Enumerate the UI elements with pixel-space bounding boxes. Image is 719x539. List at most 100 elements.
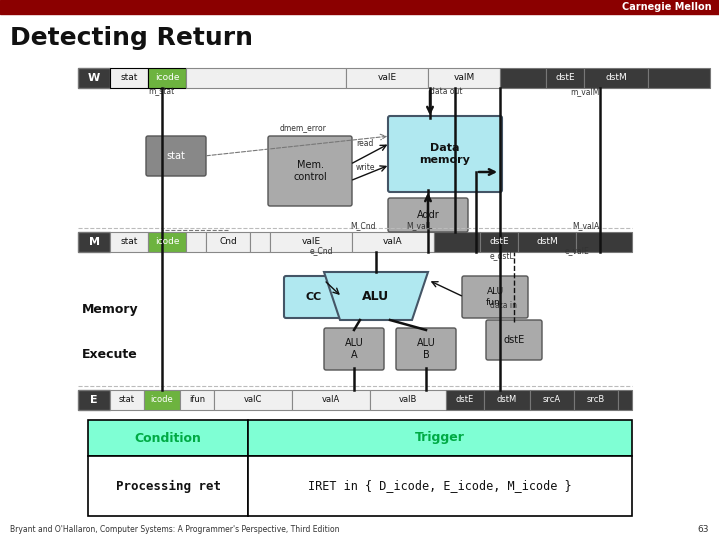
FancyBboxPatch shape: [110, 390, 144, 410]
Text: dstM: dstM: [536, 238, 558, 246]
Text: stat: stat: [167, 151, 186, 161]
Text: Data
memory: Data memory: [420, 143, 470, 165]
Text: ALU
fun.: ALU fun.: [486, 287, 504, 307]
FancyBboxPatch shape: [250, 232, 270, 252]
Text: dstE: dstE: [503, 335, 525, 345]
Text: m_valM: m_valM: [570, 87, 600, 96]
Text: Condition: Condition: [134, 432, 201, 445]
Text: valM: valM: [454, 73, 475, 82]
Text: Cnd: Cnd: [219, 238, 237, 246]
FancyBboxPatch shape: [428, 68, 500, 88]
Text: Processing ret: Processing ret: [116, 480, 221, 493]
Text: write: write: [356, 163, 375, 172]
Text: Trigger: Trigger: [415, 432, 465, 445]
FancyBboxPatch shape: [446, 390, 484, 410]
Text: Memory: Memory: [82, 303, 139, 316]
FancyBboxPatch shape: [186, 68, 346, 88]
Text: Bryant and O'Hallaron, Computer Systems: A Programmer's Perspective, Third Editi: Bryant and O'Hallaron, Computer Systems:…: [10, 526, 339, 535]
Text: valA: valA: [322, 396, 340, 404]
FancyBboxPatch shape: [78, 232, 110, 252]
Text: 63: 63: [697, 526, 709, 535]
Text: Detecting Return: Detecting Return: [10, 26, 253, 50]
Text: ALU
B: ALU B: [416, 338, 436, 360]
FancyBboxPatch shape: [88, 456, 248, 516]
Text: dstM: dstM: [605, 73, 627, 82]
Text: CC: CC: [306, 292, 322, 302]
Polygon shape: [324, 272, 428, 320]
FancyBboxPatch shape: [576, 232, 632, 252]
Text: E: E: [90, 395, 98, 405]
Text: icode: icode: [150, 396, 173, 404]
FancyBboxPatch shape: [88, 420, 248, 456]
FancyBboxPatch shape: [352, 232, 434, 252]
FancyBboxPatch shape: [388, 198, 468, 232]
FancyBboxPatch shape: [324, 328, 384, 370]
Text: Carnegie Mellon: Carnegie Mellon: [623, 2, 712, 12]
FancyBboxPatch shape: [110, 232, 148, 252]
Text: m_stat: m_stat: [148, 87, 174, 96]
FancyBboxPatch shape: [144, 390, 180, 410]
Text: stat: stat: [120, 73, 137, 82]
FancyBboxPatch shape: [484, 390, 530, 410]
FancyBboxPatch shape: [78, 390, 110, 410]
Text: M_valA: M_valA: [572, 221, 599, 230]
Text: dstE: dstE: [555, 73, 574, 82]
Text: dmem_error: dmem_error: [280, 123, 327, 132]
FancyBboxPatch shape: [148, 232, 186, 252]
FancyBboxPatch shape: [486, 320, 542, 360]
FancyBboxPatch shape: [618, 390, 632, 410]
Text: Addr: Addr: [416, 210, 439, 220]
FancyBboxPatch shape: [370, 390, 446, 410]
Text: valC: valC: [244, 396, 262, 404]
Text: M_valL: M_valL: [406, 221, 432, 230]
Bar: [0, 0, 719, 14]
Text: valB: valB: [399, 396, 417, 404]
FancyBboxPatch shape: [248, 420, 632, 456]
Text: M_Cnd: M_Cnd: [350, 221, 375, 230]
Text: Mem.
control: Mem. control: [293, 160, 327, 182]
FancyBboxPatch shape: [500, 68, 546, 88]
Text: icode: icode: [155, 73, 179, 82]
Text: srcB: srcB: [587, 396, 605, 404]
Text: stat: stat: [120, 238, 137, 246]
Text: valE: valE: [377, 73, 397, 82]
FancyBboxPatch shape: [146, 136, 206, 176]
FancyBboxPatch shape: [268, 136, 352, 206]
FancyBboxPatch shape: [530, 390, 574, 410]
Text: e_Cnd: e_Cnd: [310, 246, 334, 255]
Text: ALU: ALU: [362, 289, 390, 302]
FancyBboxPatch shape: [574, 390, 618, 410]
FancyBboxPatch shape: [434, 232, 480, 252]
FancyBboxPatch shape: [462, 276, 528, 318]
FancyBboxPatch shape: [186, 232, 206, 252]
Text: ifun: ifun: [189, 396, 205, 404]
Text: srcA: srcA: [543, 396, 561, 404]
FancyBboxPatch shape: [270, 232, 352, 252]
Text: valE: valE: [301, 238, 321, 246]
Text: dstE: dstE: [456, 396, 474, 404]
FancyBboxPatch shape: [248, 456, 632, 516]
Text: icode: icode: [155, 238, 179, 246]
FancyBboxPatch shape: [480, 232, 518, 252]
FancyBboxPatch shape: [292, 390, 370, 410]
FancyBboxPatch shape: [648, 68, 710, 88]
Text: data in: data in: [490, 301, 517, 310]
FancyBboxPatch shape: [388, 116, 502, 192]
Text: valA: valA: [383, 238, 403, 246]
Text: stat: stat: [119, 396, 135, 404]
Text: IRET in { D_icode, E_icode, M_icode }: IRET in { D_icode, E_icode, M_icode }: [308, 480, 572, 493]
FancyBboxPatch shape: [546, 68, 584, 88]
Text: W: W: [88, 73, 100, 83]
FancyBboxPatch shape: [584, 68, 648, 88]
FancyBboxPatch shape: [396, 328, 456, 370]
FancyBboxPatch shape: [284, 276, 344, 318]
Text: dstE: dstE: [489, 238, 509, 246]
FancyBboxPatch shape: [180, 390, 214, 410]
Text: Execute: Execute: [82, 349, 138, 362]
FancyBboxPatch shape: [206, 232, 250, 252]
Text: M: M: [88, 237, 99, 247]
Text: ALU
A: ALU A: [344, 338, 363, 360]
FancyBboxPatch shape: [148, 68, 186, 88]
FancyBboxPatch shape: [346, 68, 428, 88]
FancyBboxPatch shape: [518, 232, 576, 252]
